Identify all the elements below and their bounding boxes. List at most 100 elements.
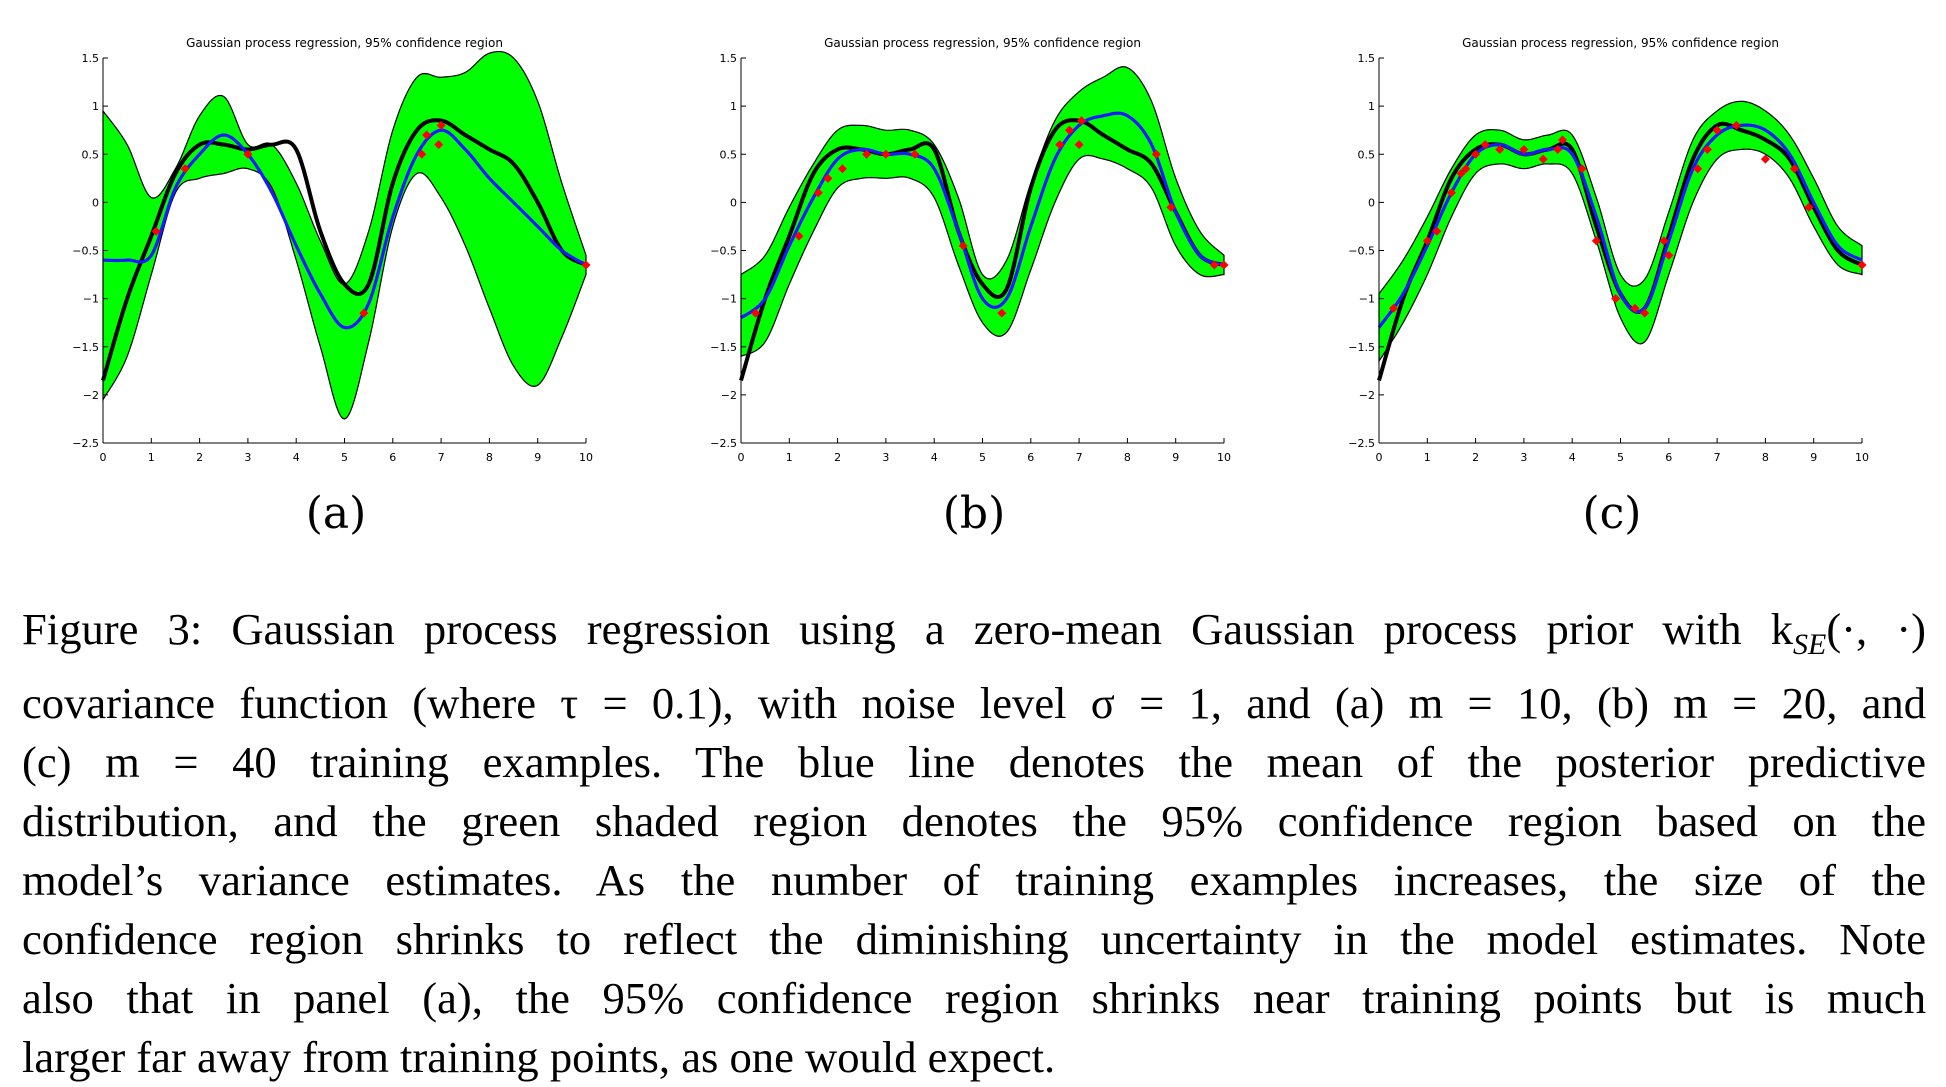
x-tick-label: 10 [579, 451, 593, 464]
x-tick-label: 5 [1617, 451, 1624, 464]
training-point [436, 120, 446, 130]
caption-line-7: also that in panel (a), the 95% confiden… [22, 972, 1926, 1023]
caption-line-3: (c) m = 40 training examples. The blue l… [22, 736, 1926, 787]
x-tick-label: 7 [1714, 451, 1721, 464]
training-point [417, 149, 427, 159]
x-tick-label: 6 [1027, 451, 1034, 464]
x-tick-label: 6 [1665, 451, 1672, 464]
x-tick-label: 6 [389, 451, 396, 464]
plot-title: Gaussian process regression, 95% confide… [824, 36, 1141, 50]
caption-line-6: confidence region shrinks to reflect the… [22, 913, 1926, 964]
training-point [581, 260, 591, 270]
x-tick-label: 0 [1376, 451, 1383, 464]
x-tick-label: 2 [834, 451, 841, 464]
y-tick-label: 1.5 [82, 52, 100, 65]
training-point [1538, 154, 1548, 164]
training-point [1480, 140, 1490, 150]
training-point [1432, 226, 1442, 236]
y-tick-label: −2 [83, 389, 99, 402]
x-tick-label: 1 [786, 451, 793, 464]
training-point [881, 149, 891, 159]
plot-title: Gaussian process regression, 95% confide… [1462, 36, 1779, 50]
x-tick-label: 9 [534, 451, 541, 464]
panel-a-plot: Gaussian process regression, 95% confide… [72, 36, 593, 464]
x-tick-label: 1 [148, 451, 155, 464]
figure-3: Gaussian process regression, 95% confide… [72, 36, 1869, 539]
training-point [1151, 149, 1161, 159]
y-tick-label: 1 [730, 100, 737, 113]
x-tick-label: 9 [1172, 451, 1179, 464]
panel-c-plot: Gaussian process regression, 95% confide… [1348, 36, 1869, 464]
y-tick-label: 0 [92, 196, 99, 209]
x-tick-label: 5 [341, 451, 348, 464]
y-tick-label: −0.5 [710, 245, 737, 258]
training-point [1731, 120, 1741, 130]
training-point [180, 164, 190, 174]
training-point [1461, 164, 1471, 174]
x-tick-label: 10 [1217, 451, 1231, 464]
training-point [1055, 140, 1065, 150]
training-point [359, 308, 369, 318]
y-tick-label: −0.5 [72, 245, 99, 258]
training-point [1611, 294, 1621, 304]
y-tick-label: −0.5 [1348, 245, 1375, 258]
training-point [1388, 303, 1398, 313]
training-point [823, 173, 833, 183]
x-tick-label: 4 [1569, 451, 1576, 464]
x-tick-label: 2 [1472, 451, 1479, 464]
plot-title: Gaussian process regression, 95% confide… [186, 36, 503, 50]
training-point [813, 188, 823, 198]
training-point [1659, 236, 1669, 246]
training-point [1456, 169, 1466, 178]
y-tick-label: −2.5 [710, 437, 737, 450]
caption-subscript: SE [1793, 627, 1827, 661]
training-point [1558, 135, 1568, 145]
training-point [1857, 260, 1867, 270]
caption-line-1: Figure 3: Gaussian process regression us… [22, 604, 1926, 661]
posterior-mean-line [1377, 123, 1863, 329]
y-tick-label: −2 [721, 389, 737, 402]
y-tick-label: 1.5 [1358, 52, 1376, 65]
training-point [1577, 164, 1587, 174]
training-point [997, 308, 1007, 318]
caption-line-2: covariance function (where τ = 0.1), wit… [22, 677, 1926, 728]
training-point [910, 149, 920, 159]
figure-caption: Figure 3: Gaussian process regression us… [22, 600, 1926, 1087]
training-point [1209, 260, 1219, 270]
x-tick-label: 9 [1810, 451, 1817, 464]
y-tick-label: 0.5 [720, 148, 738, 161]
y-tick-label: 1 [1368, 100, 1375, 113]
training-point [1804, 202, 1814, 212]
x-tick-label: 3 [244, 451, 251, 464]
training-point [1077, 116, 1087, 126]
y-tick-label: 0 [1368, 196, 1375, 209]
training-point [1446, 188, 1456, 198]
x-tick-label: 7 [1076, 451, 1083, 464]
training-point [1219, 260, 1229, 270]
training-point [1166, 202, 1176, 212]
y-tick-label: −1.5 [1348, 341, 1375, 354]
y-tick-label: −1 [1359, 293, 1375, 306]
training-point [1630, 303, 1640, 313]
training-point [1702, 144, 1712, 154]
caption-line-8: larger far away from training points, as… [22, 1031, 1056, 1082]
training-point [1664, 250, 1674, 260]
y-tick-label: 0 [730, 196, 737, 209]
x-tick-label: 3 [1520, 451, 1527, 464]
confidence-region [740, 66, 1225, 358]
x-tick-label: 4 [931, 451, 938, 464]
caption-line-5: model’s variance estimates. As the numbe… [22, 854, 1926, 905]
training-point [1712, 125, 1722, 135]
true-function-line [1377, 121, 1863, 381]
training-point [862, 149, 872, 159]
y-tick-label: 1 [92, 100, 99, 113]
y-tick-label: −1 [83, 293, 99, 306]
training-point [1553, 144, 1563, 154]
x-tick-label: 10 [1855, 451, 1869, 464]
caption-line-4: distribution, and the green shaded regio… [22, 795, 1926, 846]
x-tick-label: 5 [979, 451, 986, 464]
x-tick-label: 8 [1762, 451, 1769, 464]
posterior-mean-line [740, 111, 1225, 320]
x-tick-label: 8 [486, 451, 493, 464]
training-point [1471, 149, 1481, 159]
